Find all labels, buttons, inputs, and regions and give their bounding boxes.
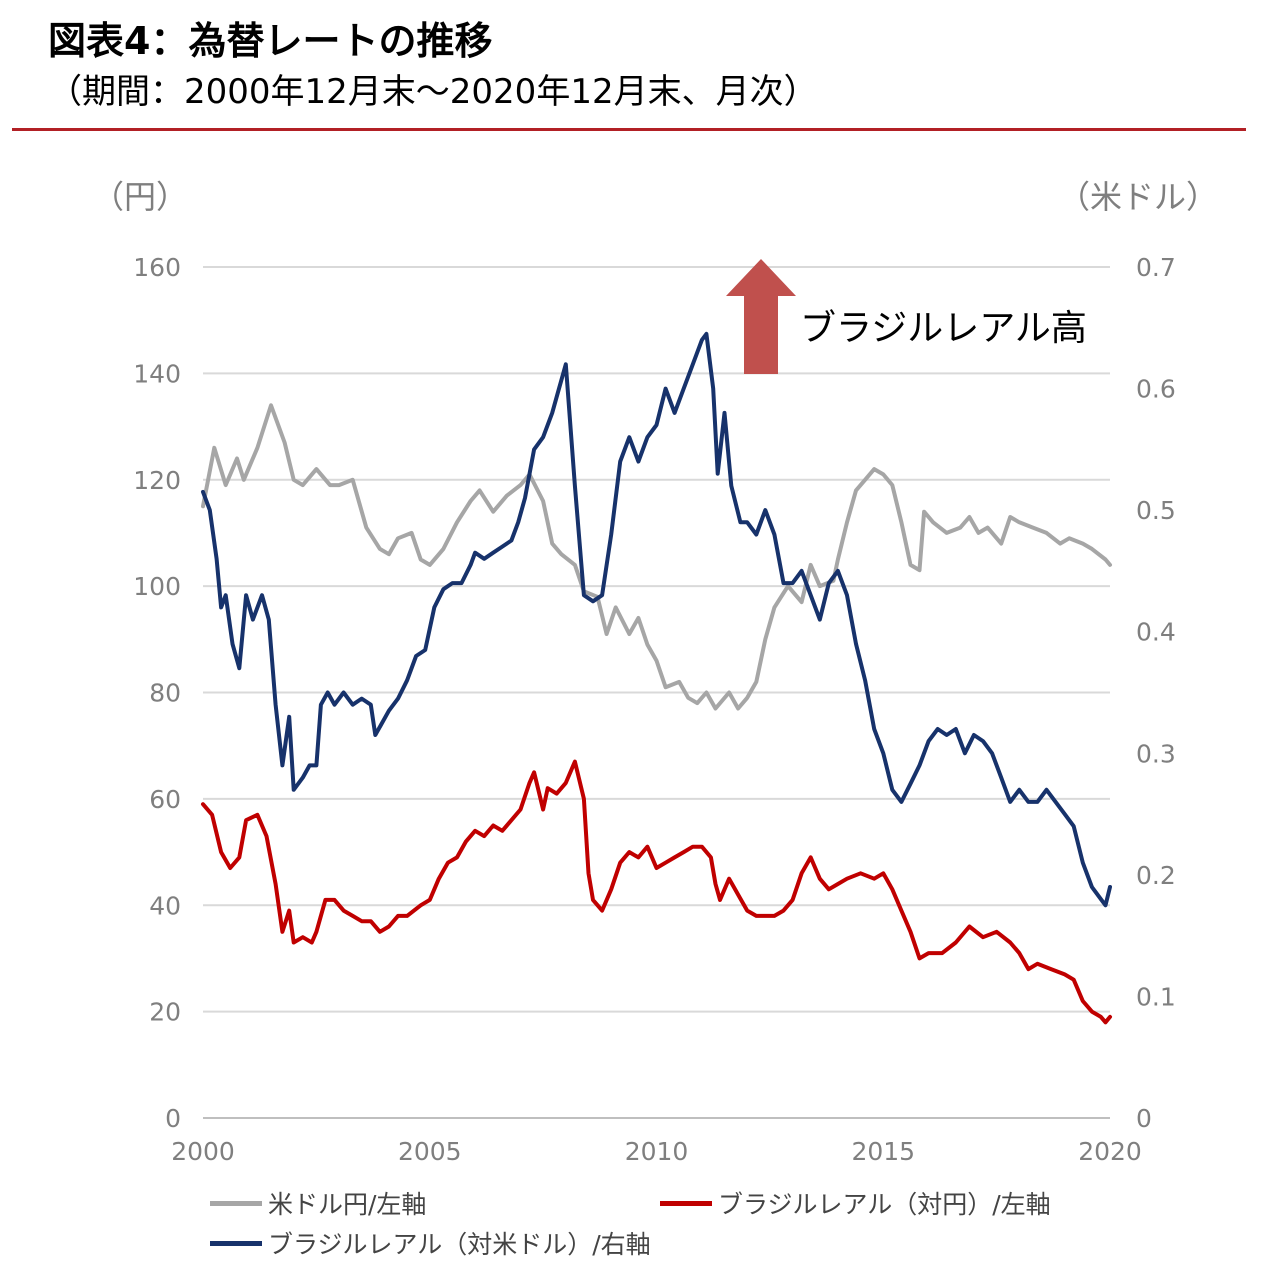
title-divider (12, 128, 1246, 131)
legend-label-brljpy: ブラジルレアル（対円）/左軸 (718, 1190, 1051, 1219)
left-axis-tick-label: 0 (165, 1104, 181, 1133)
left-axis-tick-label: 120 (133, 466, 181, 495)
x-axis-tick-label: 2000 (171, 1137, 235, 1166)
chart-title: 図表4：為替レートの推移 (48, 19, 493, 63)
series-line-brljpy (201, 759, 1112, 1025)
x-axis-tick-label: 2015 (851, 1137, 915, 1166)
series-line-usdjpy (201, 403, 1112, 711)
legend-item-brlusd: ブラジルレアル（対米ドル）/右軸 (210, 1225, 651, 1261)
right-axis-tick-label: 0.7 (1136, 253, 1176, 282)
right-axis-tick-label: 0.5 (1136, 496, 1176, 525)
legend-label-brlusd: ブラジルレアル（対米ドル）/右軸 (268, 1230, 651, 1259)
right-axis-tick-label: 0.6 (1136, 375, 1176, 404)
legend-swatch-brljpy (660, 1200, 712, 1206)
right-axis-tick-label: 0.2 (1136, 861, 1176, 890)
left-axis-tick-label: 140 (133, 359, 181, 388)
series-line-brlusd (201, 331, 1112, 908)
left-axis-tick-label: 40 (149, 891, 181, 920)
right-axis-tick-label: 0.3 (1136, 739, 1176, 768)
x-axis-tick-label: 2005 (398, 1137, 462, 1166)
left-axis-tick-label: 160 (133, 253, 181, 282)
left-axis-tick-label: 60 (149, 785, 181, 814)
left-axis-unit: （円） (92, 178, 189, 216)
right-axis-tick-label: 0.1 (1136, 982, 1176, 1011)
annotation-label: ブラジルレアル高 (800, 308, 1087, 349)
chart-subtitle: （期間：2000年12月末～2020年12月末、月次） (48, 72, 818, 112)
chart-legend: 米ドル円/左軸 ブラジルレアル（対円）/左軸 ブラジルレアル（対米ドル）/右軸 (210, 1185, 1260, 1275)
legend-swatch-usdjpy (210, 1200, 262, 1206)
chart-plot: 0 20 40 60 80 100 120 140 160 0 0.1 0.2 0.3 0.4 0.5 0.6… (133, 253, 1176, 1166)
right-axis-tick-label: 0 (1136, 1104, 1152, 1133)
legend-swatch-brlusd (210, 1240, 262, 1246)
left-axis-tick-label: 100 (133, 572, 181, 601)
right-axis-tick-label: 0.4 (1136, 618, 1176, 647)
x-axis-tick-label: 2010 (625, 1137, 689, 1166)
legend-label-usdjpy: 米ドル円/左軸 (268, 1190, 427, 1219)
left-axis-tick-label: 20 (149, 998, 181, 1027)
legend-item-usdjpy: 米ドル円/左軸 (210, 1185, 426, 1221)
x-axis-tick-label: 2020 (1078, 1137, 1142, 1166)
right-axis-unit: （米ドル） (1058, 178, 1219, 216)
left-axis-tick-label: 80 (149, 679, 181, 708)
legend-item-brljpy: ブラジルレアル（対円）/左軸 (660, 1185, 1051, 1221)
up-arrow-icon (726, 259, 796, 374)
